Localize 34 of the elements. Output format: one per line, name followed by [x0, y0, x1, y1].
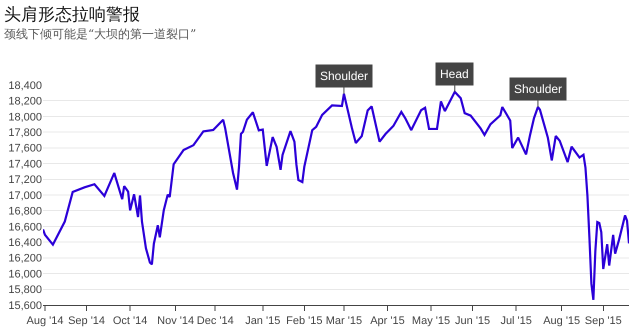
- y-tick-label: 17,000: [8, 190, 42, 202]
- annotation: Head: [440, 67, 469, 81]
- x-tick-label: Sep '14: [68, 315, 106, 328]
- x-tick-label: Dec '14: [196, 315, 234, 328]
- x-tick-label: Jan '15: [245, 315, 280, 328]
- x-tick-label: May '15: [412, 315, 450, 328]
- y-tick-label: 18,400: [8, 80, 42, 92]
- y-tick-label: 16,600: [8, 221, 42, 234]
- x-tick-label: Mar '15: [326, 315, 362, 328]
- y-tick-label: 18,000: [8, 111, 42, 124]
- y-tick-label: 17,400: [8, 158, 42, 170]
- annotation: Shoulder: [514, 82, 562, 96]
- x-tick-label: Aug '14: [26, 315, 64, 328]
- x-tick-label: Feb '15: [286, 315, 322, 328]
- y-tick-label: 18,200: [8, 96, 42, 108]
- annotation: Shoulder: [320, 69, 368, 83]
- x-tick-label: Jul '15: [500, 315, 532, 328]
- y-tick-label: 15,600: [8, 300, 42, 312]
- x-tick-label: Nov '14: [157, 315, 194, 328]
- y-tick-label: 17,600: [8, 142, 42, 155]
- x-tick-label: Sep '15: [584, 315, 622, 328]
- chart-subtitle: 颈线下倾可能是“大坝的第一道裂口”: [4, 27, 196, 41]
- x-tick-label: Jun '15: [455, 315, 490, 328]
- y-tick-label: 17,800: [8, 126, 42, 139]
- x-tick-label: Oct '14: [112, 315, 148, 328]
- x-tick-label: Aug '15: [543, 315, 580, 328]
- y-tick-label: 16,000: [8, 268, 42, 280]
- y-tick-label: 15,800: [8, 284, 42, 296]
- y-tick-label: 16,800: [8, 206, 42, 218]
- chart-title: 头肩形态拉响警报: [4, 5, 140, 25]
- x-tick-label: Apr '15: [370, 315, 405, 328]
- y-tick-label: 16,400: [8, 236, 42, 249]
- y-tick-label: 17,200: [8, 174, 42, 186]
- y-tick-label: 16,200: [8, 252, 42, 265]
